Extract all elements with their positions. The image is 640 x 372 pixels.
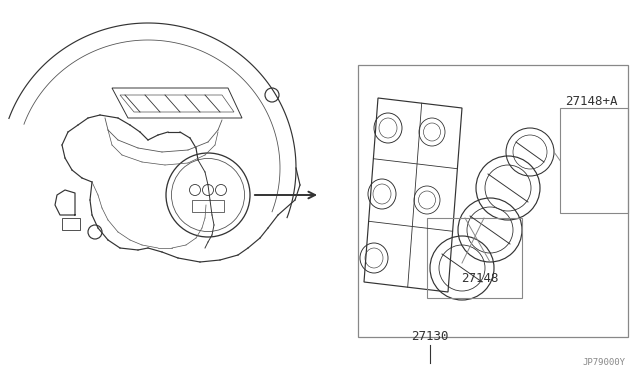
Text: 27148: 27148 [461, 272, 499, 285]
Text: JP79000Y: JP79000Y [582, 358, 625, 367]
Text: 27130: 27130 [412, 330, 449, 343]
Text: 27148+A: 27148+A [565, 95, 618, 108]
Bar [427, 218, 522, 298]
Bar [560, 108, 628, 213]
Bar [358, 65, 628, 337]
Bar [192, 200, 224, 212]
Bar [62, 218, 80, 230]
